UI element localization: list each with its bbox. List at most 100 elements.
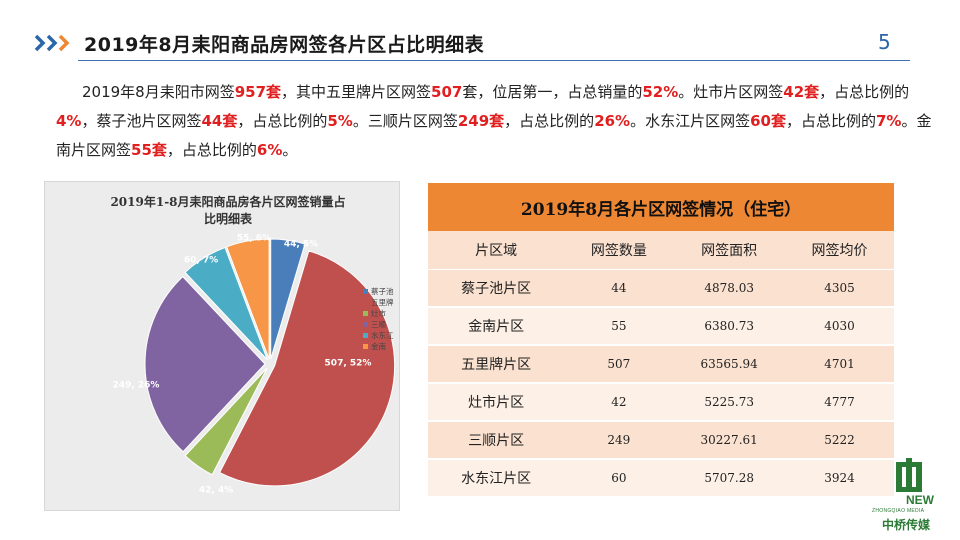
pie-data-label: 249, 26% — [113, 381, 160, 391]
col-header-district: 片区域 — [428, 231, 565, 270]
legend-swatch — [363, 344, 368, 349]
highlight-value: 55套 — [131, 141, 167, 159]
highlight-value: 507 — [431, 83, 463, 101]
summary-text: 。三顺片区网签 — [352, 112, 458, 130]
highlight-value: 52% — [642, 83, 679, 101]
cell-district-name: 三顺片区 — [428, 421, 565, 460]
summary-text: ，占总比例的 — [785, 112, 876, 130]
cell-district-name: 五里牌片区 — [428, 345, 565, 384]
table-row: 金南片区 55 6380.73 4030 — [428, 307, 894, 346]
cell-avg-price: 4777 — [784, 383, 894, 422]
summary-text: ，占总比例的 — [819, 83, 910, 101]
legend-label: 金南 — [371, 342, 386, 351]
pie-chart-panel: 2019年1-8月耒阳商品房各片区网签销量占 比明细表 44, 5% 507, 5… — [44, 181, 400, 511]
cell-sign-area: 5225.73 — [673, 383, 785, 422]
cell-avg-price: 4701 — [784, 345, 894, 384]
col-header-count: 网签数量 — [564, 231, 674, 270]
pie-chart: 44, 5% 507, 52% 42, 4% 249, 26% 60, 7% 55, 6% — [113, 234, 396, 496]
table-row: 蔡子池片区 44 4878.03 4305 — [428, 269, 894, 308]
pie-slice-3 — [184, 367, 268, 476]
cell-district-name: 水东江片区 — [428, 459, 565, 498]
district-table: 2019年8月各片区网签情况（住宅） 片区域 网签数量 网签面积 网签均价 蔡子… — [428, 183, 894, 501]
cell-sign-count: 55 — [564, 307, 674, 346]
legend-item: 金南 — [363, 341, 394, 352]
logo-new-text: NEW — [906, 493, 934, 507]
legend-swatch — [363, 322, 368, 327]
legend-swatch — [363, 333, 368, 338]
legend-swatch — [363, 300, 368, 305]
legend-label: 蔡子池 — [371, 287, 394, 296]
highlight-value: 42套 — [783, 83, 820, 101]
col-header-price: 网签均价 — [784, 231, 894, 270]
highlight-value: 44套 — [201, 112, 238, 130]
pie-data-label: 507, 52% — [325, 359, 372, 369]
legend-item: 灶市 — [363, 308, 394, 319]
table-row: 灶市片区 42 5225.73 4777 — [428, 383, 894, 422]
col-header-area: 网签面积 — [673, 231, 785, 270]
cell-sign-area: 63565.94 — [673, 345, 785, 384]
summary-text: ，其中五里牌片区网签 — [281, 83, 432, 101]
summary-text: 2019年8月耒阳市网签 — [82, 83, 235, 101]
highlight-value: 5% — [327, 112, 353, 130]
chart-title-line-2: 比明细表 — [203, 212, 252, 226]
table-header-row: 片区域 网签数量 网签面积 网签均价 — [428, 231, 894, 270]
summary-text: ，占总比例的 — [237, 112, 328, 130]
double-chevron-icon — [34, 34, 70, 52]
cell-sign-area: 6380.73 — [673, 307, 785, 346]
logo-sub-text: ZHONGQIAO MEDIA — [872, 508, 925, 514]
pie-data-label: 55, 6% — [237, 234, 271, 244]
summary-text: 。金南片区网签 — [56, 112, 932, 159]
cell-avg-price: 3924 — [784, 459, 894, 498]
cell-avg-price: 4305 — [784, 269, 894, 308]
pie-slice-2 — [218, 250, 396, 487]
legend-item: 三顺 — [363, 319, 394, 330]
pie-data-label: 44, 5% — [284, 240, 318, 250]
cell-avg-price: 5222 — [784, 421, 894, 460]
highlight-value: 26% — [594, 112, 631, 130]
legend-label: 水东江 — [371, 331, 394, 340]
legend-label: 三顺 — [371, 320, 386, 329]
legend-item: 五里牌 — [363, 297, 394, 308]
summary-text: 套，位居第一，占总销量的 — [462, 83, 643, 101]
legend-swatch — [363, 311, 368, 316]
legend-label: 五里牌 — [371, 298, 394, 307]
cell-sign-area: 30227.61 — [673, 421, 785, 460]
highlight-value: 7% — [876, 112, 902, 130]
legend-item: 水东江 — [363, 330, 394, 341]
table-row: 水东江片区 60 5707.28 3924 — [428, 459, 894, 498]
chart-legend: 蔡子池五里牌灶市三顺水东江金南 — [363, 286, 394, 352]
cell-sign-count: 507 — [564, 345, 674, 384]
page-title: 2019年8月耒阳商品房网签各片区占比明细表 — [84, 34, 485, 56]
legend-swatch — [363, 289, 368, 294]
chart-title: 2019年1-8月耒阳商品房各片区网签销量占 比明细表 — [95, 194, 361, 228]
table-row: 五里牌片区 507 63565.94 4701 — [428, 345, 894, 384]
highlight-value: 6% — [256, 141, 283, 159]
highlight-value: 957套 — [234, 83, 282, 101]
highlight-value: 4% — [56, 112, 82, 130]
highlight-value: 60套 — [750, 112, 786, 130]
table-row: 三顺片区 249 30227.61 5222 — [428, 421, 894, 460]
zhongqiao-logo-icon — [896, 458, 922, 492]
cell-sign-count: 249 — [564, 421, 674, 460]
summary-text: 。水东江片区网签 — [630, 112, 751, 130]
pie-slice-5 — [184, 246, 268, 361]
cell-district-name: 蔡子池片区 — [428, 269, 565, 308]
summary-paragraph: 2019年8月耒阳市网签957套，其中五里牌片区网签507套，位居第一，占总销量… — [56, 78, 936, 165]
summary-text: 。 — [282, 141, 298, 159]
cell-avg-price: 4030 — [784, 307, 894, 346]
page-number: 5 — [878, 30, 891, 54]
pie-slice-6 — [226, 238, 270, 360]
pie-slice-1 — [270, 238, 306, 360]
table-title: 2019年8月各片区网签情况（住宅） — [428, 183, 894, 231]
cell-district-name: 金南片区 — [428, 307, 565, 346]
cell-sign-area: 5707.28 — [673, 459, 785, 498]
cell-sign-area: 4878.03 — [673, 269, 785, 308]
summary-text: ，占总比例的 — [504, 112, 595, 130]
summary-text: ，占总比例的 — [166, 141, 257, 159]
cell-sign-count: 42 — [564, 383, 674, 422]
legend-label: 灶市 — [371, 309, 386, 318]
pie-data-label: 42, 4% — [199, 486, 233, 496]
cell-district-name: 灶市片区 — [428, 383, 565, 422]
summary-text: ，蔡子池片区网签 — [81, 112, 202, 130]
pie-slice-4 — [144, 275, 266, 453]
